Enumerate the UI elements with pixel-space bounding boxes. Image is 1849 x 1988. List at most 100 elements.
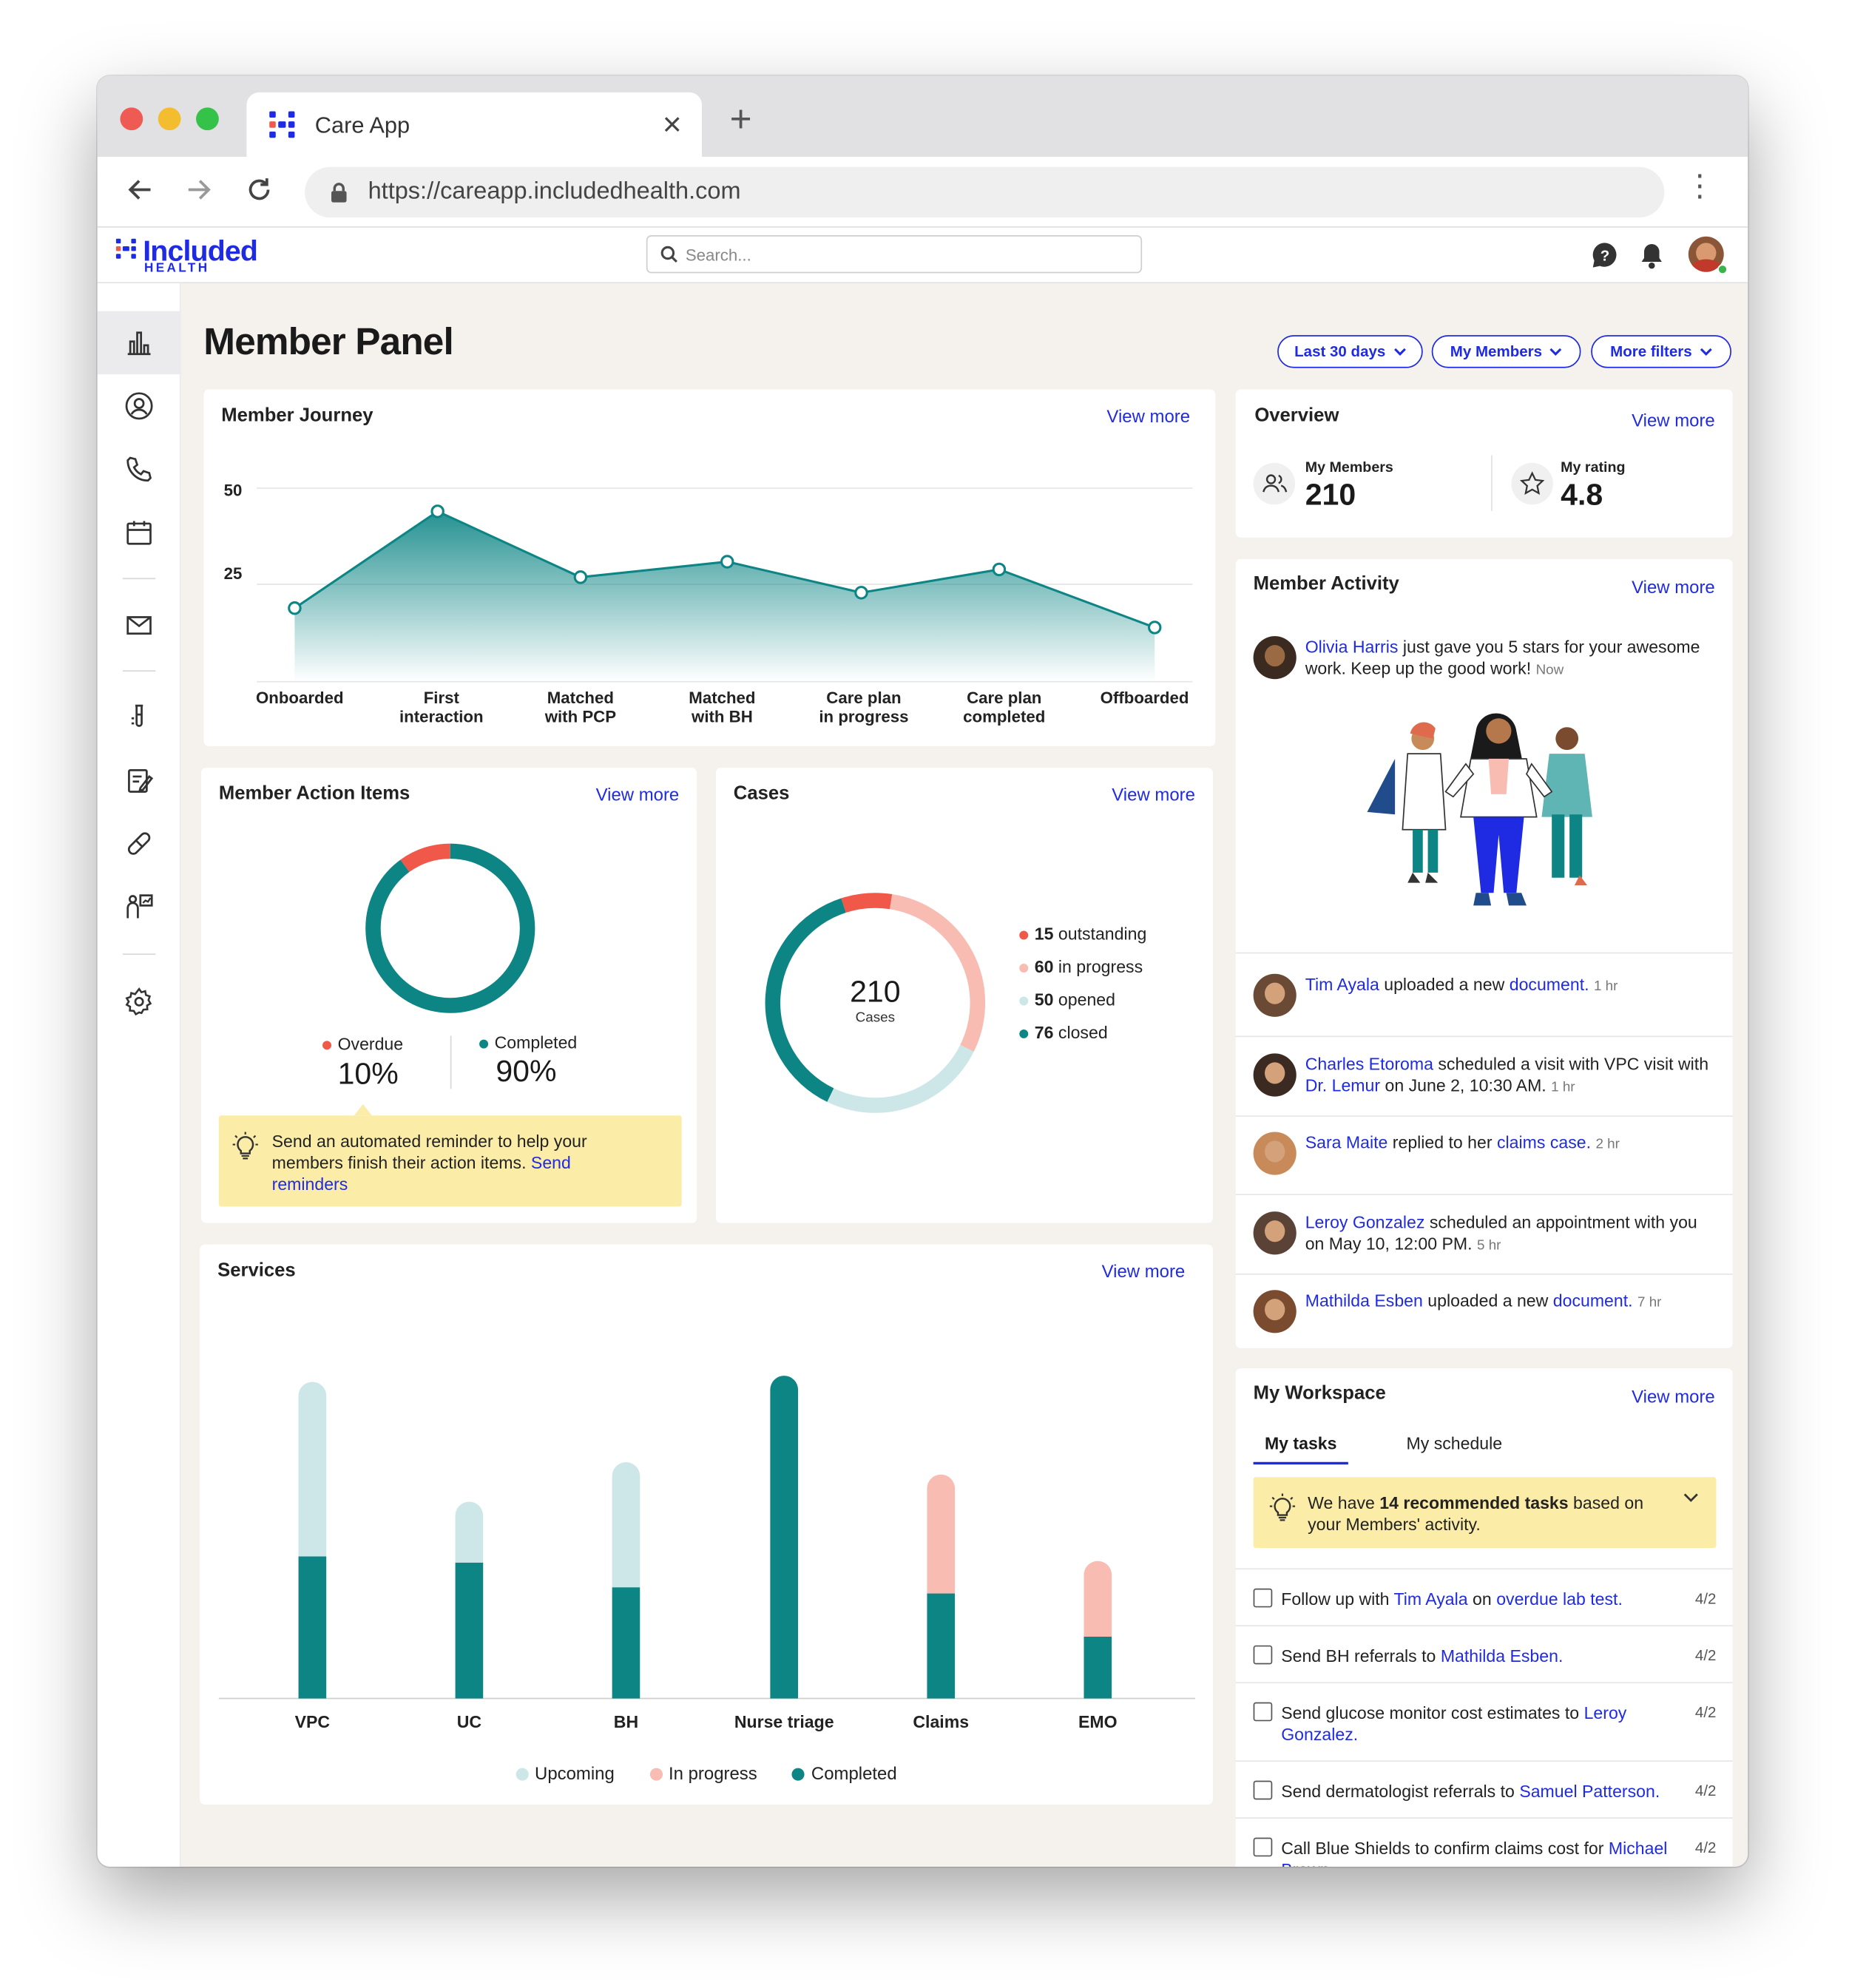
close-tab-icon[interactable]: × [662,104,682,143]
new-tab-icon[interactable]: + [729,98,752,141]
journey-point[interactable] [430,504,444,518]
donut-slice-outstanding[interactable] [841,893,893,913]
activity-link[interactable]: document. [1552,1291,1633,1311]
view-more-link[interactable]: View more [1101,1260,1186,1282]
bar-bh-completed[interactable] [612,1587,640,1699]
task-checkbox[interactable] [1253,1702,1273,1722]
minimize-window-button[interactable] [158,107,181,131]
member-name-link[interactable]: Tim Ayala [1305,975,1379,995]
sidebar-item-calls[interactable] [98,438,181,501]
card-title: Member Journey [221,405,373,427]
user-avatar[interactable] [1688,236,1724,272]
activity-link[interactable]: Dr. Lemur [1305,1076,1381,1095]
view-more-link[interactable]: View more [1106,405,1191,427]
close-window-button[interactable] [120,107,143,131]
donut-slice-completed[interactable] [365,843,535,1013]
member-name-link[interactable]: Leroy Gonzalez [1305,1212,1425,1232]
journey-point[interactable] [992,562,1007,577]
journey-point[interactable] [1147,621,1162,635]
bar-vpc-upcoming[interactable] [298,1396,327,1557]
sidebar-item-messages[interactable] [98,593,181,657]
sidebar-item-pharmacy[interactable] [98,812,181,876]
search-input[interactable] [685,236,1135,272]
donut-slice-opened[interactable] [827,1044,974,1113]
member-name-link[interactable]: Sara Maite [1305,1133,1388,1152]
filter-more[interactable]: More filters [1591,335,1731,368]
donut-slice-closed[interactable] [765,898,846,1102]
journey-point[interactable] [288,601,302,615]
member-name-link[interactable]: Charles Etoroma [1305,1055,1433,1074]
url-text: https://careapp.includedhealth.com [368,178,741,206]
donut-slice-in-progress[interactable] [889,894,986,1052]
legend-count: 60 [1034,957,1054,977]
bar-claims-completed[interactable] [927,1593,956,1699]
activity-item[interactable]: Leroy Gonzalez scheduled an appointment … [1253,1211,1717,1262]
member-activity-card: Member Activity View more Olivia Harris … [1235,558,1733,1348]
sidebar-item-notes[interactable] [98,748,181,812]
bar-emo-completed[interactable] [1084,1637,1112,1699]
view-more-link[interactable]: View more [1632,410,1715,430]
sidebar-item-labs[interactable] [98,686,181,749]
bar-bh-upcoming[interactable] [612,1475,640,1588]
browser-tab[interactable]: Care App × [246,92,703,158]
task-checkbox[interactable] [1253,1780,1273,1800]
bar-nurse-triage-completed[interactable] [770,1389,799,1699]
journey-point[interactable] [573,570,588,584]
forward-arrow-icon[interactable] [183,175,214,205]
logo-wordmark[interactable]: Included [143,234,258,267]
view-more-link[interactable]: View more [1632,576,1715,598]
send-reminders-link[interactable]: Send reminders [271,1153,571,1194]
activity-item[interactable]: Sara Maite replied to her claims case. 2… [1253,1132,1717,1182]
activity-text: Sara Maite replied to her claims case. 2… [1305,1132,1710,1155]
donut-slice-overdue[interactable] [400,843,451,873]
url-field[interactable]: https://careapp.includedhealth.com [305,166,1665,218]
task-checkbox[interactable] [1253,1588,1273,1608]
sidebar-item-members[interactable] [98,374,181,438]
bar-uc-completed[interactable] [455,1562,484,1699]
y-tick-label: 50 [224,481,243,499]
cases-legend: 15 outstanding 60 in progress 50 opened 76 … [1019,924,1146,1056]
bar-vpc-completed[interactable] [298,1556,327,1699]
activity-item[interactable]: Charles Etoroma scheduled a visit with V… [1253,1053,1717,1103]
back-arrow-icon[interactable] [125,175,155,205]
sidebar-item-calendar[interactable] [98,501,181,564]
sidebar-item-settings[interactable] [98,970,181,1034]
activity-link[interactable]: document. [1509,975,1589,995]
tab-my-schedule[interactable]: My schedule [1406,1434,1503,1453]
card-title: Services [217,1260,296,1282]
filter-label: More filters [1610,342,1692,361]
journey-point[interactable] [854,586,868,600]
view-more-link[interactable]: View more [1632,1386,1715,1407]
maximize-window-button[interactable] [196,107,219,131]
sidebar-item-dashboard[interactable] [97,311,181,375]
bar-claims-in-progress[interactable] [927,1488,956,1594]
reload-icon[interactable] [244,175,274,205]
notification-bell-icon[interactable] [1637,240,1666,271]
help-chat-icon[interactable]: ? [1589,240,1620,271]
filter-date-range[interactable]: Last 30 days [1277,335,1423,368]
task-member-link[interactable]: Mathilda Esben. [1440,1646,1564,1666]
tab-my-tasks[interactable]: My tasks [1253,1434,1348,1465]
avatar [1253,973,1297,1017]
task-member-link[interactable]: Michael Brown. [1281,1839,1668,1867]
task-detail-link[interactable]: overdue lab test. [1496,1589,1623,1609]
view-more-link[interactable]: View more [595,784,680,805]
task-member-link[interactable]: Leroy Gonzalez. [1281,1703,1627,1745]
avatar [1253,1053,1297,1097]
activity-item[interactable]: Tim Ayala uploaded a new document. 1 hr [1253,973,1717,1024]
activity-link[interactable]: claims case. [1496,1133,1592,1152]
journey-point[interactable] [720,555,734,569]
task-checkbox[interactable] [1253,1645,1273,1665]
task-checkbox[interactable] [1253,1837,1273,1857]
sidebar-item-providers[interactable] [98,875,181,939]
browser-menu-icon[interactable]: ⋮ [1684,169,1715,204]
filter-members[interactable]: My Members [1431,335,1581,368]
member-name-link[interactable]: Mathilda Esben [1305,1291,1423,1311]
member-name-link[interactable]: Olivia Harris [1305,637,1399,657]
activity-item[interactable]: Mathilda Esben uploaded a new document. … [1253,1290,1717,1340]
task-member-link[interactable]: Samuel Patterson. [1519,1782,1660,1802]
chevron-down-icon[interactable] [1683,1492,1699,1503]
task-member-link[interactable]: Tim Ayala [1393,1589,1468,1609]
recommended-tasks-banner[interactable]: We have 14 recommended tasks based on yo… [1253,1477,1717,1549]
view-more-link[interactable]: View more [1112,784,1195,805]
